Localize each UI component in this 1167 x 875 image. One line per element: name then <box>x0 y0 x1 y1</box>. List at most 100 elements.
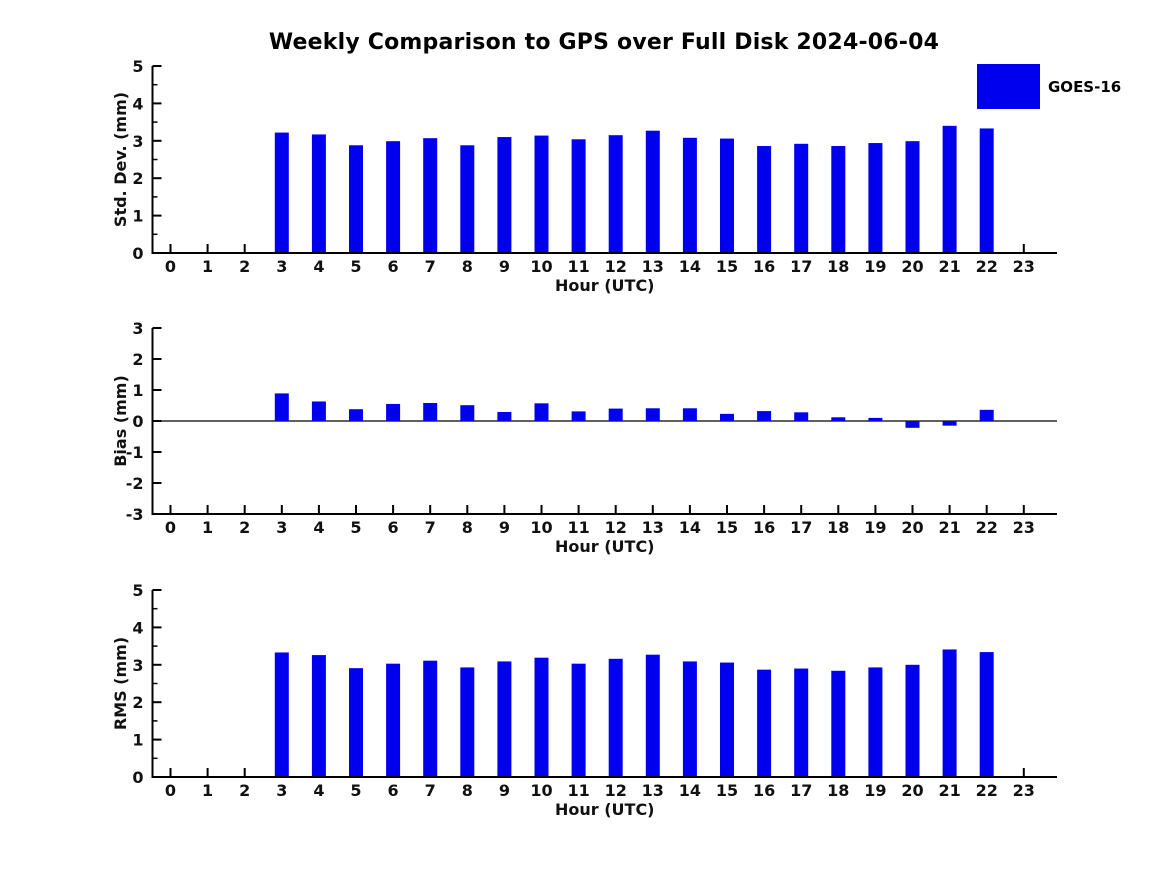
bar-hour-17 <box>794 143 809 253</box>
x-tick-label: 21 <box>938 781 960 800</box>
x-tick-label: 8 <box>462 781 473 800</box>
x-tick-label: 14 <box>679 518 701 537</box>
x-tick-label: 9 <box>499 518 510 537</box>
x-tick-label: 20 <box>901 518 923 537</box>
x-axis-label: Hour (UTC) <box>555 800 655 819</box>
x-tick-label: 18 <box>827 518 849 537</box>
y-tick-label: 0 <box>132 768 143 787</box>
x-tick-label: 10 <box>530 781 552 800</box>
bar-hour-11 <box>571 663 586 777</box>
bar-hour-19 <box>868 143 883 253</box>
bar-hour-6 <box>386 141 401 253</box>
x-tick-label: 5 <box>350 257 361 276</box>
legend-label: GOES-16 <box>1048 77 1122 96</box>
x-tick-label: 19 <box>864 781 886 800</box>
bar-hour-21 <box>942 421 957 426</box>
x-tick-label: 17 <box>790 257 812 276</box>
bar-hour-5 <box>349 145 363 253</box>
bar-hour-20 <box>905 421 920 428</box>
x-tick-label: 5 <box>350 518 361 537</box>
x-tick-label: 15 <box>716 518 738 537</box>
bar-hour-4 <box>311 655 326 777</box>
y-tick-label: 0 <box>132 412 143 431</box>
x-tick-label: 2 <box>239 257 250 276</box>
bar-hour-18 <box>831 417 846 421</box>
bar-hour-3 <box>274 132 289 253</box>
x-tick-label: 22 <box>976 781 998 800</box>
legend-swatch-icon <box>977 64 1040 109</box>
x-tick-label: 13 <box>642 518 664 537</box>
x-tick-label: 10 <box>530 518 552 537</box>
x-tick-label: 23 <box>1013 518 1035 537</box>
bar-hour-22 <box>979 128 994 253</box>
x-tick-label: 9 <box>499 781 510 800</box>
x-tick-label: 6 <box>388 518 399 537</box>
x-tick-label: 7 <box>425 781 436 800</box>
x-tick-label: 4 <box>313 781 324 800</box>
bar-hour-18 <box>831 146 846 253</box>
x-tick-label: 0 <box>165 781 176 800</box>
bar-hour-8 <box>460 667 475 777</box>
bar-hour-13 <box>645 408 660 421</box>
bar-hour-15 <box>720 662 734 777</box>
y-tick-label: 2 <box>132 350 143 369</box>
bar-hour-15 <box>720 138 734 253</box>
x-tick-label: 2 <box>239 781 250 800</box>
x-tick-label: 1 <box>202 518 213 537</box>
bar-hour-11 <box>571 139 586 253</box>
bar-hour-4 <box>311 401 326 421</box>
bar-hour-12 <box>608 408 623 421</box>
bar-hour-6 <box>386 663 401 777</box>
y-axis-label: Bias (mm) <box>111 375 130 467</box>
x-tick-label: 1 <box>202 781 213 800</box>
y-tick-label: 1 <box>132 207 143 226</box>
x-tick-label: 23 <box>1013 257 1035 276</box>
x-tick-label: 18 <box>827 257 849 276</box>
bar-hour-20 <box>905 664 920 777</box>
bar-hour-13 <box>645 130 660 253</box>
x-tick-label: 16 <box>753 518 775 537</box>
x-tick-label: 18 <box>827 781 849 800</box>
bar-hour-20 <box>905 141 920 253</box>
page-title: Weekly Comparison to GPS over Full Disk … <box>268 30 940 55</box>
bar-hour-5 <box>349 409 363 421</box>
x-tick-label: 0 <box>165 257 176 276</box>
x-tick-label: 17 <box>790 518 812 537</box>
y-tick-label: 1 <box>132 381 143 400</box>
bar-hour-10 <box>534 657 549 777</box>
y-axis-label: Std. Dev. (mm) <box>111 92 130 227</box>
bar-hour-9 <box>497 412 512 421</box>
y-tick-label: 1 <box>132 731 143 750</box>
x-tick-label: 17 <box>790 781 812 800</box>
y-tick-label: 3 <box>132 656 143 675</box>
x-tick-label: 9 <box>499 257 510 276</box>
bar-hour-16 <box>757 146 772 253</box>
bar-hour-17 <box>794 412 809 421</box>
x-tick-label: 4 <box>313 257 324 276</box>
legend: GOES-16 <box>977 64 1121 109</box>
y-tick-label: 2 <box>132 169 143 188</box>
x-tick-label: 14 <box>679 257 701 276</box>
bar-hour-7 <box>423 660 438 777</box>
x-tick-label: 4 <box>313 518 324 537</box>
bar-hour-16 <box>757 669 772 777</box>
x-tick-label: 6 <box>388 257 399 276</box>
bar-hour-12 <box>608 135 623 253</box>
y-tick-label: 0 <box>132 244 143 263</box>
x-tick-label: 1 <box>202 257 213 276</box>
x-tick-label: 7 <box>425 257 436 276</box>
bar-hour-9 <box>497 137 512 253</box>
bar-hour-15 <box>720 413 734 421</box>
y-tick-label: -1 <box>126 443 144 462</box>
x-tick-label: 15 <box>716 257 738 276</box>
x-tick-label: 11 <box>567 518 589 537</box>
bar-hour-14 <box>682 661 697 777</box>
x-tick-label: 21 <box>938 518 960 537</box>
x-tick-label: 13 <box>642 257 664 276</box>
y-tick-label: 5 <box>132 57 143 76</box>
x-axis-label: Hour (UTC) <box>555 537 655 556</box>
y-tick-label: 4 <box>132 94 143 113</box>
bar-hour-7 <box>423 403 438 421</box>
bar-hour-21 <box>942 649 957 777</box>
bar-hour-12 <box>608 658 623 777</box>
